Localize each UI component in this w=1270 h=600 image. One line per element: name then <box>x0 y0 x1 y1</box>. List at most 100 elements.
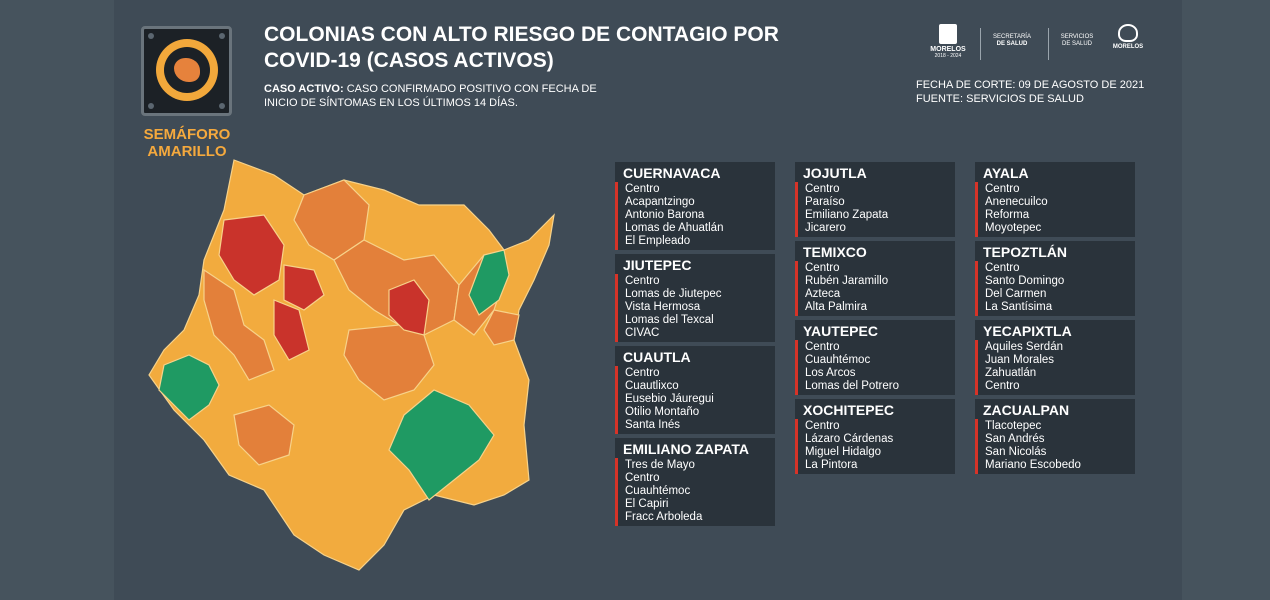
colonia-item: Santo Domingo <box>985 275 1065 287</box>
colonia-item: Alta Palmira <box>805 301 867 313</box>
morelos-years: 2018 - 2024 <box>934 53 962 59</box>
colonia-item: Juan Morales <box>985 354 1055 366</box>
morelos-map <box>148 159 555 571</box>
municipality-name: YAUTEPEC <box>795 320 955 340</box>
map-region-medium-east-small <box>483 309 520 346</box>
colonia-item: Moyotepec <box>985 222 1042 234</box>
colonia-item: Centro <box>985 380 1020 392</box>
municipality-name: JOJUTLA <box>795 162 955 182</box>
colonia-item: Centro <box>985 262 1020 274</box>
colonia-list: Tlacotepec San Andrés San Nicolás Mariano E… <box>975 419 1135 474</box>
municipality-block: XOCHITEPEC Centro Lázaro Cárdenas Miguel Hi… <box>795 399 955 474</box>
colonia-item: Cuauhtémoc <box>805 354 871 366</box>
colonia-item: Zahuatlán <box>985 367 1037 379</box>
column-1: CUERNAVACA Centro Acapantzingo Antonio Baro… <box>615 162 775 530</box>
colonia-item: Mariano Escobedo <box>985 459 1081 471</box>
map-region-medium-west <box>203 268 275 381</box>
municipality-block: CUAUTLA Centro Cuautlixco Eusebio Jáuregui O… <box>615 346 775 434</box>
municipality-name: AYALA <box>975 162 1135 182</box>
semaforo-label: SEMÁFORO AMARILLO <box>132 126 242 160</box>
colonia-item: Cuautlixco <box>625 380 679 392</box>
definition: CASO ACTIVO: CASO CONFIRMADO POSITIVO CO… <box>264 82 734 110</box>
colonia-item: El Capiri <box>625 498 669 510</box>
map-region-high-temixco <box>273 299 310 361</box>
colonia-item: Centro <box>805 341 840 353</box>
municipality-block: EMILIANO ZAPATA Tres de Mayo Centro Cuauhté… <box>615 438 775 526</box>
colonia-list: Centro Cuauhtémoc Los Arcos Lomas del Potre… <box>795 340 955 395</box>
colonia-item: Tres de Mayo <box>625 459 695 471</box>
colonia-item: Los Arcos <box>805 367 856 379</box>
municipality-block: TEMIXCO Centro Rubén Jaramillo Azteca Alta P… <box>795 241 955 316</box>
colonia-item: La Santísima <box>985 301 1053 313</box>
colonia-list: Centro Cuautlixco Eusebio Jáuregui Otilio M… <box>615 366 775 434</box>
servicios-logo: SERVICIOS DE SALUD <box>1052 34 1102 48</box>
colonia-item: La Pintora <box>805 459 858 471</box>
colonia-item: Centro <box>805 262 840 274</box>
morelos-crest-text: MORELOS <box>1112 44 1144 50</box>
colonia-item: Lomas de Ahuatlán <box>625 222 724 234</box>
map-region-green-west <box>158 354 220 421</box>
colonia-item: Centro <box>985 183 1020 195</box>
municipality-name: JIUTEPEC <box>615 254 775 274</box>
municipality-block: YAUTEPEC Centro Cuauhtémoc Los Arcos Lomas d… <box>795 320 955 395</box>
colonia-item: Centro <box>625 275 660 287</box>
map-region-green-southeast <box>388 389 495 501</box>
colonia-item: San Nicolás <box>985 446 1047 458</box>
definition-line2: INICIO DE SÍNTOMAS EN LOS ÚLTIMOS 14 DÍA… <box>264 97 518 109</box>
colonia-item: Azteca <box>805 288 841 300</box>
source: FUENTE: SERVICIOS DE SALUD <box>916 93 1084 105</box>
colonia-item: Antonio Barona <box>625 209 705 221</box>
colonia-item: Rubén Jaramillo <box>805 275 889 287</box>
colonia-item: Fracc Arboleda <box>625 511 703 523</box>
colonia-list: Centro Anenecuilco Reforma Moyotepec <box>975 182 1135 237</box>
semaforo-icon <box>141 26 232 116</box>
right-background-panel <box>1182 0 1270 600</box>
colonia-item: Jicarero <box>805 222 846 234</box>
colonia-list: Tres de Mayo Centro Cuauhtémoc El Capiri Fra… <box>615 458 775 526</box>
colonia-item: Lomas del Texcal <box>625 314 714 326</box>
municipality-block: AYALA Centro Anenecuilco Reforma Moyotepec <box>975 162 1135 237</box>
morelos-emblem-icon <box>939 24 957 44</box>
colonia-item: Emiliano Zapata <box>805 209 889 221</box>
page-title: COLONIAS CON ALTO RIESGO DE CONTAGIO POR… <box>264 22 884 74</box>
colonia-item: Lázaro Cárdenas <box>805 433 894 445</box>
municipality-name: ZACUALPAN <box>975 399 1135 419</box>
colonia-item: Reforma <box>985 209 1030 221</box>
municipality-block: CUERNAVACA Centro Acapantzingo Antonio Baro… <box>615 162 775 250</box>
column-2: JOJUTLA Centro Paraíso Emiliano Zapata Jicar… <box>795 162 955 478</box>
municipality-name: TEPOZTLÁN <box>975 241 1135 261</box>
colonia-item: Acapantzingo <box>625 196 695 208</box>
infographic: SEMÁFORO AMARILLO COLONIAS CON ALTO RIES… <box>114 0 1182 600</box>
colonia-item: Aquiles Serdán <box>985 341 1063 353</box>
colonia-item: Centro <box>625 367 660 379</box>
municipality-block: JOJUTLA Centro Paraíso Emiliano Zapata Jicar… <box>795 162 955 237</box>
colonia-item: Vista Hermosa <box>625 301 701 313</box>
map-region-high-yautepec <box>388 279 430 336</box>
semaforo-line2: AMARILLO <box>147 143 227 160</box>
colonia-list: Centro Santo Domingo Del Carmen La Santísim… <box>975 261 1135 316</box>
colonia-item: Miguel Hidalgo <box>805 446 882 458</box>
morelos-crest-icon <box>1118 24 1138 42</box>
colonia-list: Centro Lomas de Jiutepec Vista Hermosa Loma… <box>615 274 775 342</box>
column-3: AYALA Centro Anenecuilco Reforma Moyotepec TE… <box>975 162 1135 478</box>
colonia-item: Paraíso <box>805 196 845 208</box>
colonia-item: Centro <box>625 472 660 484</box>
colonia-item: Lomas del Potrero <box>805 380 899 392</box>
definition-label: CASO ACTIVO: <box>264 83 344 95</box>
municipality-name: EMILIANO ZAPATA <box>615 438 775 458</box>
municipality-name: TEMIXCO <box>795 241 955 261</box>
municipality-name: CUERNAVACA <box>615 162 775 182</box>
colonia-list: Centro Paraíso Emiliano Zapata Jicarero <box>795 182 955 237</box>
colonia-list: Centro Lázaro Cárdenas Miguel Hidalgo La Pi… <box>795 419 955 474</box>
colonia-item: San Andrés <box>985 433 1045 445</box>
municipality-block: JIUTEPEC Centro Lomas de Jiutepec Vista Her… <box>615 254 775 342</box>
colonia-item: Tlacotepec <box>985 420 1042 432</box>
colonia-item: Eusebio Jáuregui <box>625 393 714 405</box>
municipality-name: CUAUTLA <box>615 346 775 366</box>
morelos-logo-text: MORELOS <box>930 46 966 53</box>
colonia-item: Centro <box>625 183 660 195</box>
colonia-list: Aquiles Serdán Juan Morales Zahuatlán Centr… <box>975 340 1135 395</box>
map-region-high-cuernavaca <box>218 214 285 296</box>
morelos-logo: MORELOS 2018 - 2024 <box>926 24 970 60</box>
secretaria-logo: SECRETARÍA DE SALUD <box>984 34 1040 48</box>
